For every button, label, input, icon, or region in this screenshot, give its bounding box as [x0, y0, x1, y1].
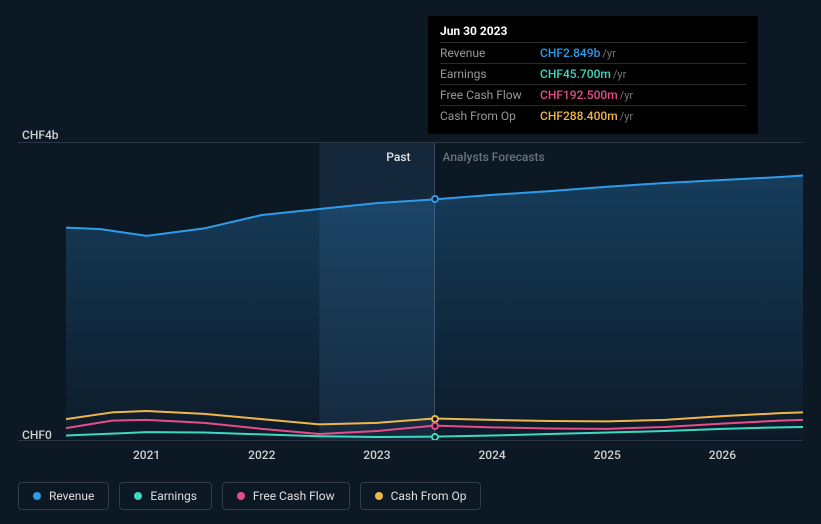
- tooltip-metric-value: CHF288.400m: [540, 109, 618, 123]
- data-tooltip: Jun 30 2023 RevenueCHF2.849b/yrEarningsC…: [428, 16, 758, 134]
- series-marker-revenue: [431, 195, 439, 203]
- y-axis-label: CHF4b: [22, 128, 59, 142]
- tooltip-metric-unit: /yr: [620, 110, 633, 123]
- x-axis-tick: 2026: [709, 448, 736, 462]
- legend-item-earnings[interactable]: Earnings: [119, 482, 212, 510]
- legend-label: Cash From Op: [391, 489, 467, 503]
- legend-item-revenue[interactable]: Revenue: [18, 482, 109, 510]
- x-axis-tick: 2025: [594, 448, 621, 462]
- chart-top-border: [18, 142, 803, 143]
- x-axis: 2021 2022 2023 2024 2025 2026: [48, 448, 803, 468]
- tooltip-metric-label: Revenue: [440, 46, 540, 60]
- legend-label: Revenue: [49, 489, 94, 503]
- tooltip-metric-value: CHF192.500m: [540, 88, 618, 102]
- tooltip-metric-label: Cash From Op: [440, 109, 540, 123]
- tooltip-metric-value: CHF2.849b: [540, 46, 600, 60]
- tooltip-metric-label: Free Cash Flow: [440, 88, 540, 102]
- tooltip-metric-unit: /yr: [602, 47, 615, 60]
- tooltip-row: EarningsCHF45.700m/yr: [440, 63, 746, 84]
- forecast-section-label: Analysts Forecasts: [443, 150, 545, 164]
- past-section-label: Past: [386, 150, 410, 164]
- x-axis-tick: 2024: [478, 448, 505, 462]
- legend-item-cash-from-op[interactable]: Cash From Op: [360, 482, 482, 510]
- tooltip-row: Cash From OpCHF288.400m/yr: [440, 105, 746, 126]
- tooltip-date: Jun 30 2023: [440, 24, 746, 42]
- x-axis-tick: 2021: [133, 448, 160, 462]
- legend-label: Free Cash Flow: [253, 489, 335, 503]
- chart-bottom-border: [18, 440, 803, 441]
- legend-dot-icon: [237, 492, 245, 500]
- tooltip-metric-unit: /yr: [620, 89, 633, 102]
- legend-dot-icon: [375, 492, 383, 500]
- tooltip-metric-value: CHF45.700m: [540, 67, 611, 81]
- legend-item-free-cash-flow[interactable]: Free Cash Flow: [222, 482, 350, 510]
- legend-label: Earnings: [150, 489, 197, 503]
- series-marker-free-cash-flow: [431, 422, 439, 430]
- tooltip-metric-label: Earnings: [440, 67, 540, 81]
- x-axis-tick: 2022: [248, 448, 275, 462]
- chart-legend: Revenue Earnings Free Cash Flow Cash From O…: [18, 482, 481, 510]
- legend-dot-icon: [33, 492, 41, 500]
- tooltip-metric-unit: /yr: [613, 68, 626, 81]
- legend-dot-icon: [134, 492, 142, 500]
- tooltip-row: Free Cash FlowCHF192.500m/yr: [440, 84, 746, 105]
- x-axis-tick: 2023: [363, 448, 390, 462]
- tooltip-row: RevenueCHF2.849b/yr: [440, 42, 746, 63]
